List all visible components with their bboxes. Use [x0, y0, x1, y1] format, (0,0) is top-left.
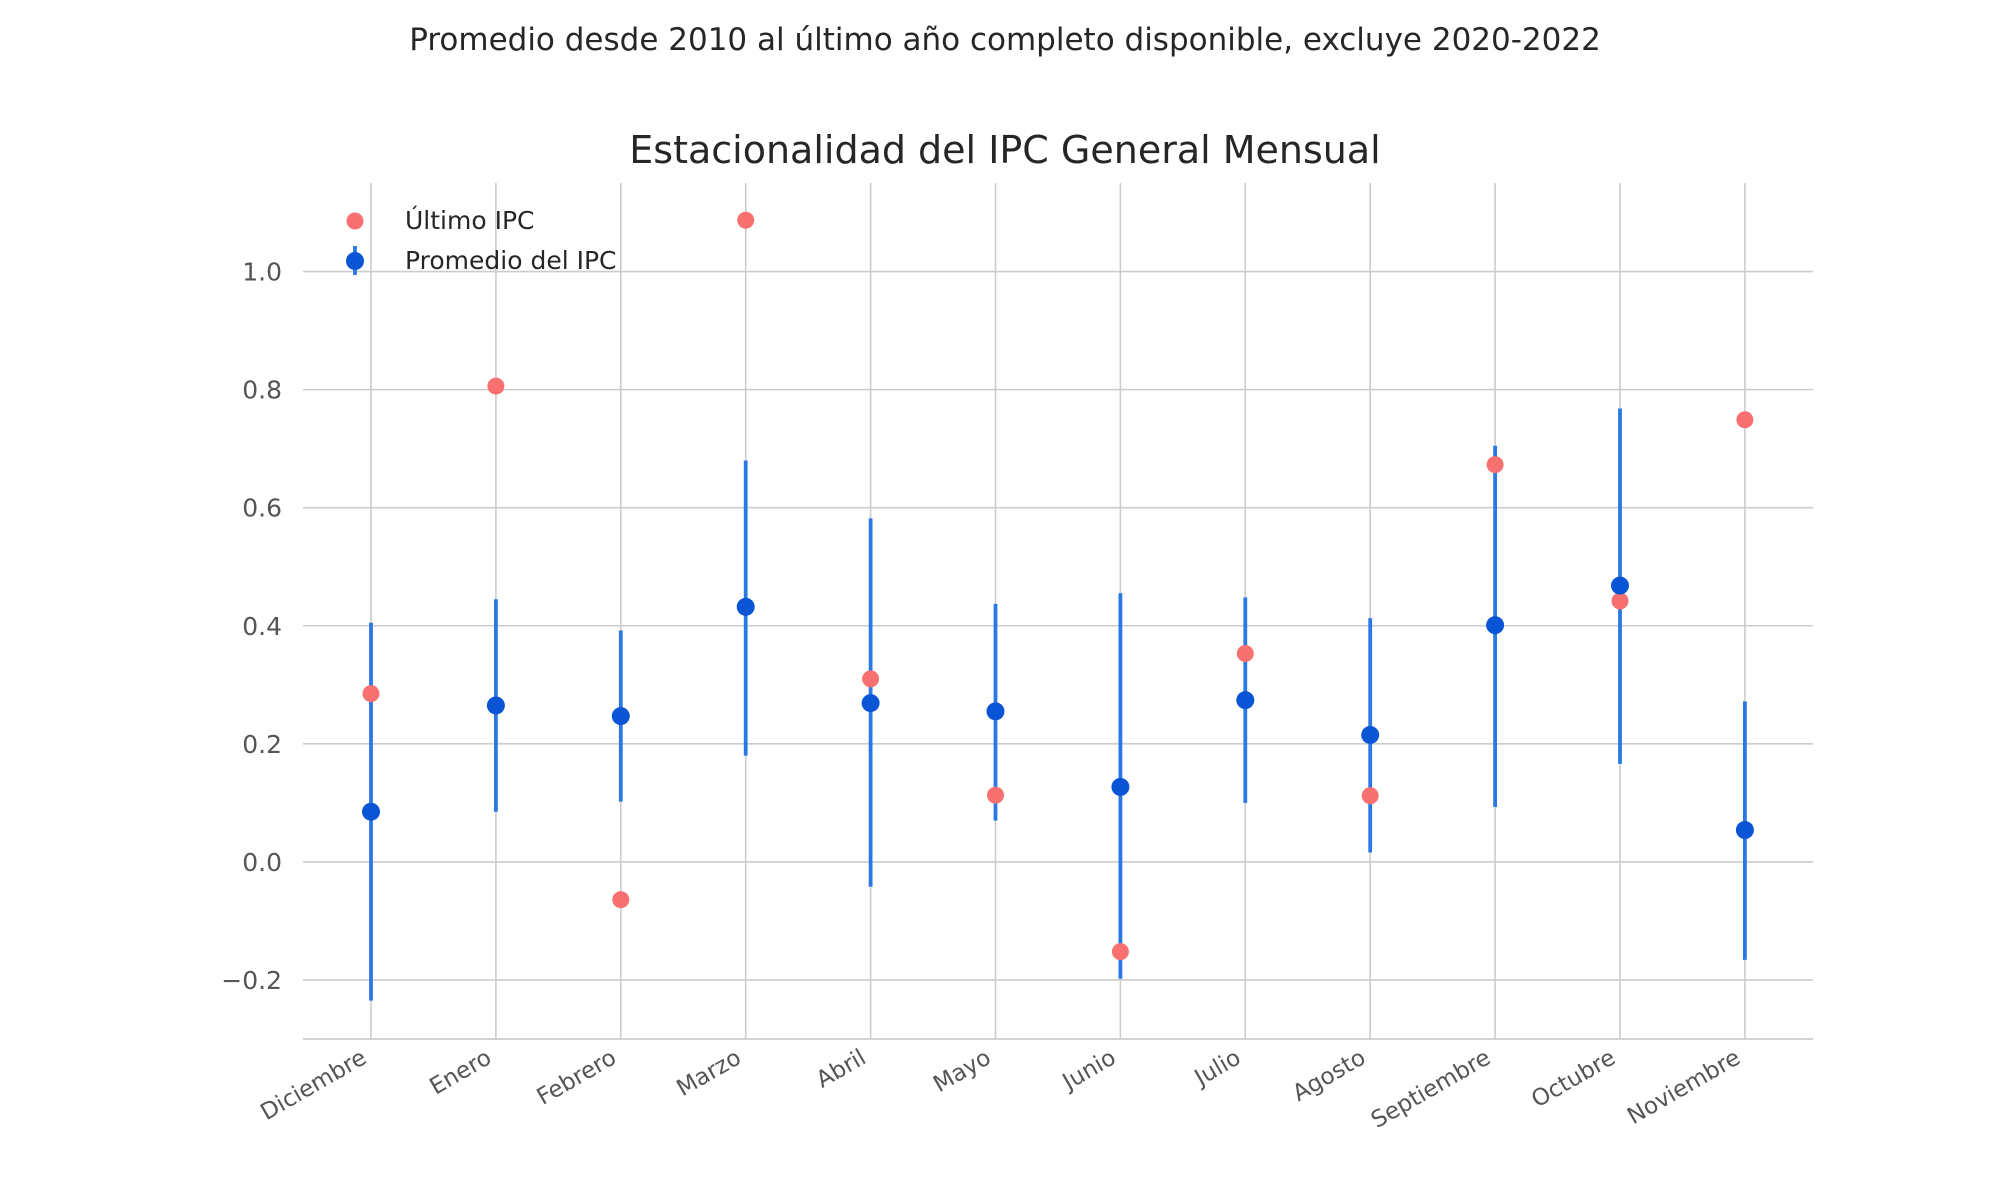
x-tick-label: Octubre	[1527, 1045, 1620, 1114]
x-tick-label: Noviembre	[1623, 1045, 1745, 1130]
legend-marker-promedio	[346, 252, 364, 270]
errorbar-layer	[369, 408, 1747, 1001]
ultimo-ipc-point	[1111, 943, 1129, 961]
x-tick-label: Julio	[1189, 1045, 1245, 1093]
promedio-ipc-point	[1735, 821, 1754, 840]
y-tick-label: 0.2	[242, 730, 282, 759]
legend-label-ultimo: Último IPC	[405, 205, 535, 235]
promedio-ipc-point	[736, 597, 755, 616]
ultimo-ipc-point	[1736, 411, 1754, 429]
promedio-ipc-point	[486, 696, 505, 715]
promedio-ipc-point	[1611, 576, 1629, 595]
y-tick-label: 0.8	[242, 376, 282, 405]
legend-marker-ultimo	[346, 212, 364, 230]
y-tick-label: 0.6	[242, 494, 282, 523]
x-tick-label: Marzo	[672, 1045, 745, 1102]
ultimo-ipc-point	[737, 211, 755, 229]
y-tick-label: −0.2	[221, 966, 282, 995]
promedio-ipc-point	[861, 694, 880, 713]
promedio-ipc-point	[1111, 777, 1130, 796]
x-tick-label: Febrero	[533, 1045, 621, 1111]
chart-legend: Último IPC Promedio del IPC	[346, 205, 617, 275]
ultimo-ipc-point	[1361, 787, 1379, 805]
y-tick-label: 0.0	[242, 848, 282, 877]
ultimo-ipc-point	[1611, 592, 1629, 610]
points-layer	[362, 211, 1754, 961]
ultimo-ipc-point	[612, 891, 630, 909]
ultimo-ipc-point	[987, 786, 1004, 804]
y-tick-label: 0.4	[242, 612, 282, 641]
y-tick-label: 1.0	[242, 258, 282, 287]
legend-label-promedio: Promedio del IPC	[405, 246, 617, 275]
chart-title: Estacionalidad del IPC General Mensual	[629, 128, 1380, 172]
promedio-ipc-point	[1236, 691, 1255, 710]
x-tick-label: Enero	[425, 1045, 495, 1101]
promedio-ipc-point	[1361, 725, 1380, 744]
ultimo-ipc-point	[1236, 645, 1254, 663]
promedio-ipc-point	[611, 707, 630, 726]
promedio-ipc-point	[986, 702, 1005, 721]
ultimo-ipc-point	[1486, 456, 1504, 474]
x-tick-label: Mayo	[929, 1045, 995, 1098]
promedio-ipc-point	[362, 802, 380, 821]
x-tick-label: Diciembre	[256, 1045, 371, 1126]
ultimo-ipc-point	[362, 685, 380, 703]
chart-suptitle: Promedio desde 2010 al último año comple…	[409, 22, 1601, 58]
x-tick-label: Junio	[1057, 1045, 1121, 1097]
ultimo-ipc-point	[862, 670, 880, 688]
grid-layer	[303, 183, 1813, 1039]
promedio-ipc-point	[1486, 616, 1505, 635]
x-tick-label: Septiembre	[1367, 1045, 1495, 1134]
ultimo-ipc-point	[487, 377, 505, 395]
x-tick-label: Agosto	[1288, 1045, 1370, 1107]
x-tick-label: Abril	[812, 1045, 871, 1094]
